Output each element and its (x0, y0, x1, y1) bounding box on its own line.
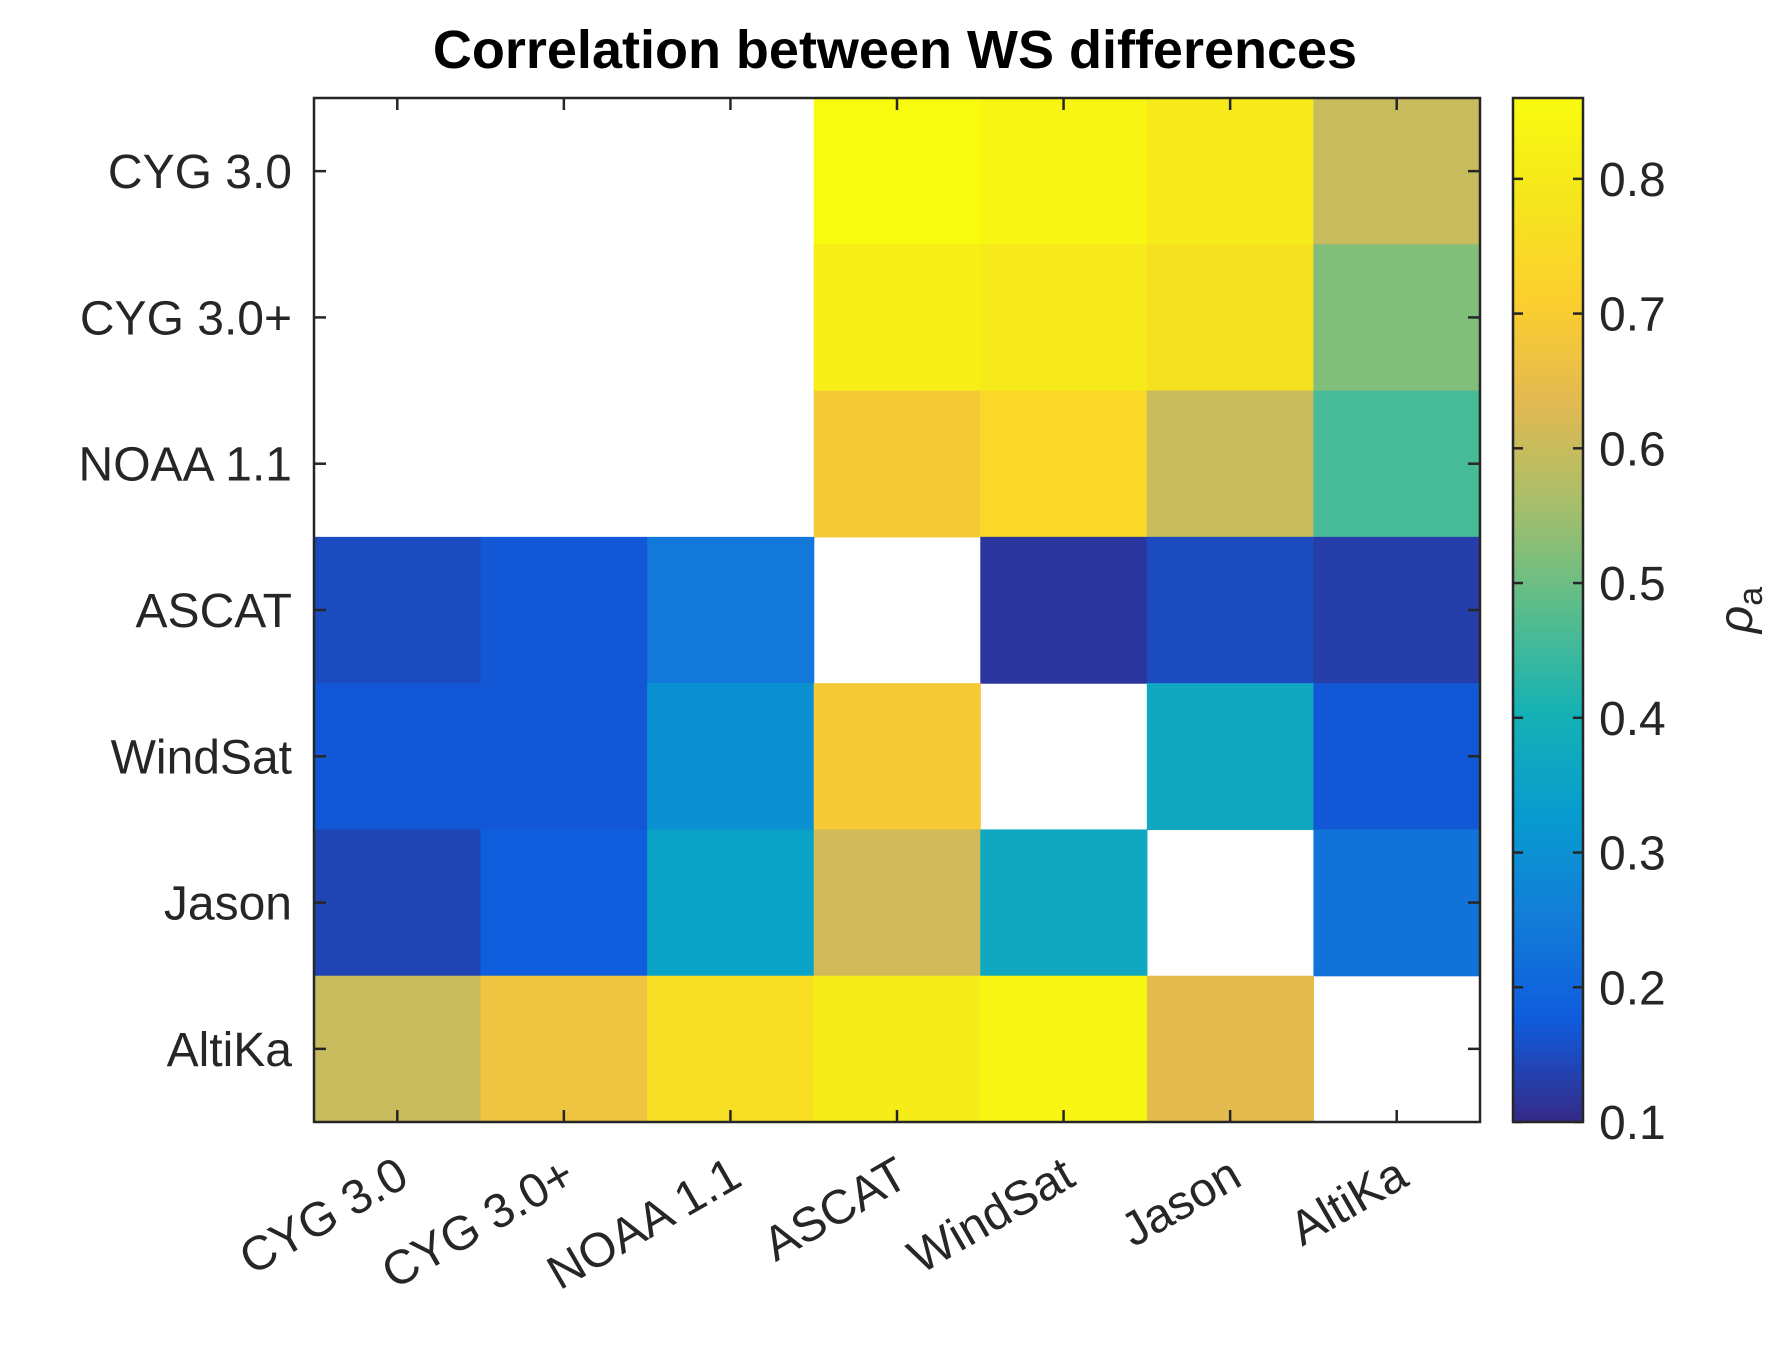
colorbar-tick-label: 0.3 (1599, 828, 1666, 881)
heatmap-cell (480, 975, 648, 1123)
heatmap-cell (480, 536, 648, 684)
heatmap-cell (980, 244, 1148, 392)
colorbar-tick-label: 0.6 (1599, 423, 1666, 476)
heatmap-cell (980, 98, 1148, 245)
heatmap-cell (1146, 536, 1315, 684)
x-tick-label: AltiKa (1281, 1147, 1416, 1256)
heatmap-cell (480, 683, 648, 831)
x-tick-label: Jason (1112, 1148, 1249, 1258)
y-tick-label: Jason (164, 878, 292, 931)
y-tick-label: ASCAT (136, 585, 292, 638)
heatmap-cell (813, 98, 981, 245)
chart-title: Correlation between WS differences (433, 20, 1357, 80)
axis-ticks (314, 98, 1480, 1122)
heatmap-cell (813, 683, 981, 831)
heatmap-cell (1146, 975, 1315, 1123)
colorbar-label-subscript: a (1732, 587, 1770, 606)
colorbar-label: ρa (1710, 587, 1770, 636)
colorbar: 0.1 0.2 0.3 0.4 0.5 0.6 0.7 0.8 (1511, 96, 1666, 1150)
heatmap-cell (980, 390, 1148, 538)
heatmap-cell (647, 829, 815, 977)
heatmap-cell (813, 975, 981, 1123)
heatmap-cell (1146, 244, 1315, 392)
heatmap-cell (647, 683, 815, 831)
colorbar-frame (1511, 96, 1585, 1124)
heatmap-cell (314, 829, 482, 977)
heatmap-cell (1146, 390, 1315, 538)
heatmap-cell (314, 536, 482, 684)
heatmap-cell (980, 536, 1148, 684)
heatmap-cell (1313, 829, 1481, 977)
heatmap-cell (813, 829, 981, 977)
colorbar-tick-label: 0.1 (1599, 1097, 1666, 1150)
heatmap-cells (314, 98, 1481, 1123)
y-axis-tick-labels: CYG 3.0 CYG 3.0+ NOAA 1.1 ASCAT WindSat Jason… (79, 146, 293, 1077)
colorbar-tick-label: 0.7 (1599, 289, 1666, 342)
y-tick-label: AltiKa (167, 1024, 293, 1077)
heatmap-cell (980, 829, 1148, 977)
y-tick-label: NOAA 1.1 (79, 439, 292, 492)
y-tick-label: CYG 3.0 (108, 146, 292, 199)
x-tick-label: WindSat (899, 1148, 1083, 1285)
heatmap-cell (1146, 98, 1315, 245)
colorbar-tick-label: 0.8 (1599, 154, 1666, 207)
y-tick-label: WindSat (111, 731, 292, 784)
heatmap-cell (1313, 683, 1481, 831)
colorbar-tick-label: 0.2 (1599, 962, 1666, 1015)
heatmap-cell (314, 683, 482, 831)
heatmap-cell (1313, 98, 1481, 245)
heatmap-cell (1313, 244, 1481, 392)
colorbar-label-symbol: ρ (1710, 606, 1763, 636)
heatmap-cell (1313, 536, 1481, 684)
heatmap-cell (480, 829, 648, 977)
heatmap-cell (813, 244, 981, 392)
x-tick-label: NOAA 1.1 (539, 1148, 750, 1301)
heatmap-cell (647, 536, 815, 684)
heatmap-cell (1146, 683, 1315, 831)
colorbar-tick-label: 0.5 (1599, 558, 1666, 611)
heatmap-cell (980, 975, 1148, 1123)
y-tick-label: CYG 3.0+ (80, 292, 292, 345)
x-tick-label: ASCAT (754, 1148, 916, 1272)
heatmap-cell (813, 390, 981, 538)
heatmap-cell (314, 975, 482, 1123)
heatmap-cell (1313, 390, 1481, 538)
colorbar-gradient (1513, 98, 1583, 1122)
colorbar-tick-label: 0.4 (1599, 693, 1666, 746)
heatmap-cell (647, 975, 815, 1123)
